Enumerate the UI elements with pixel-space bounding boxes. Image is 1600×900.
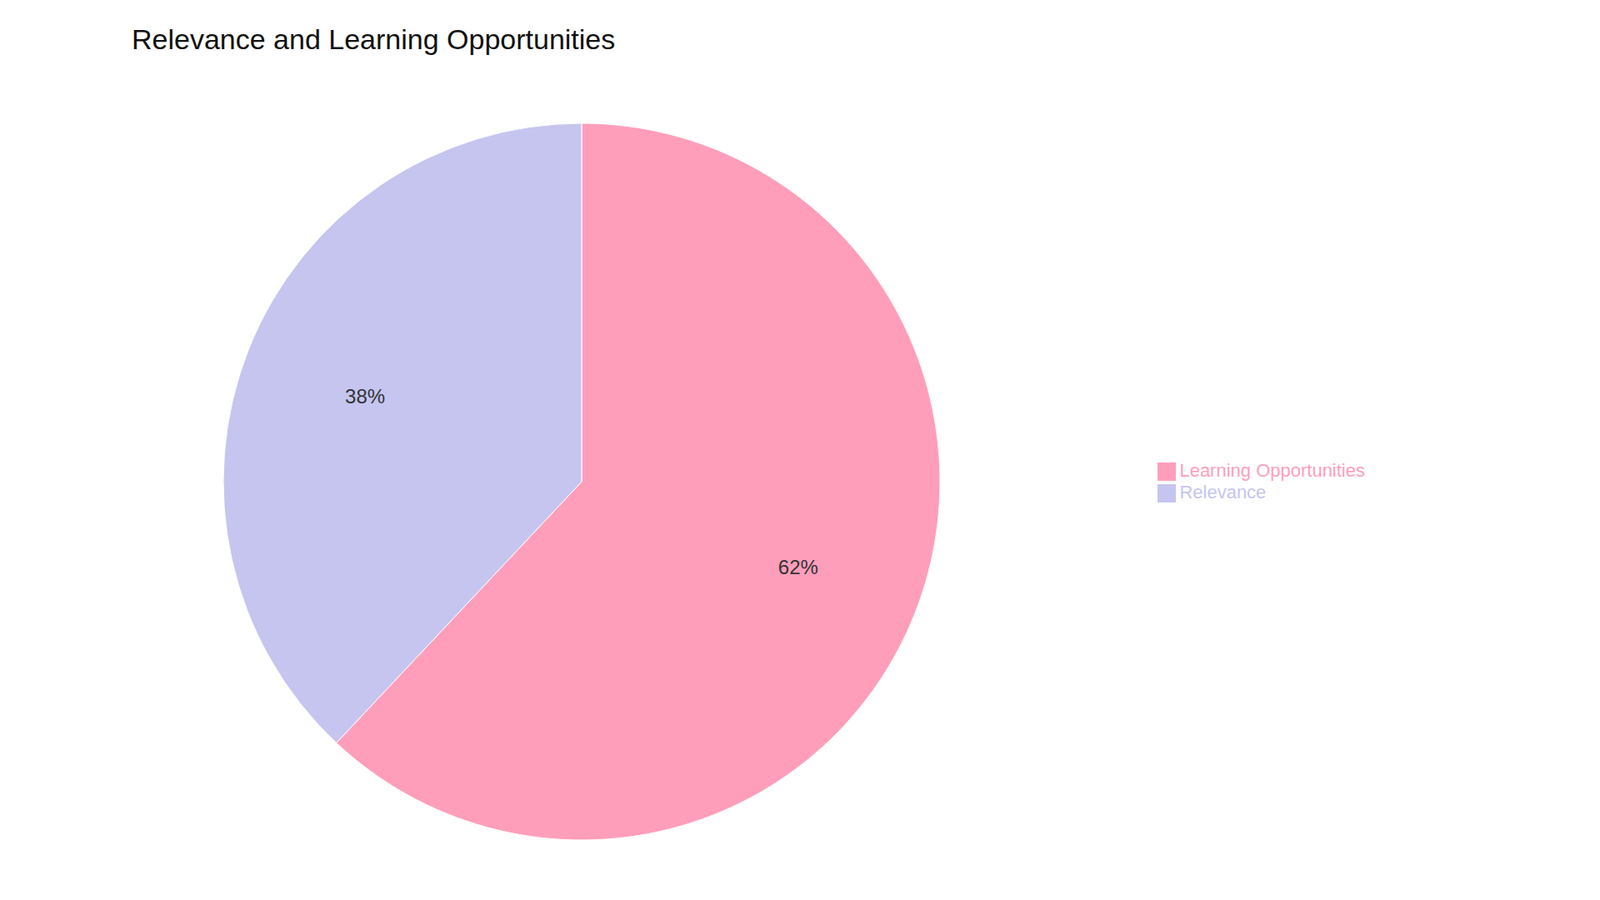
html-text:Learning Opportunities: Learning Opportunities xyxy=(1179,460,1365,481)
html-text:Relevance and Learning Opportu: Relevance and Learning Opportunities xyxy=(131,23,616,55)
svg-text:62%: 62% xyxy=(778,555,819,579)
html-text:Relevance: Relevance xyxy=(1179,481,1267,503)
svg-text:38%: 38% xyxy=(345,385,385,408)
